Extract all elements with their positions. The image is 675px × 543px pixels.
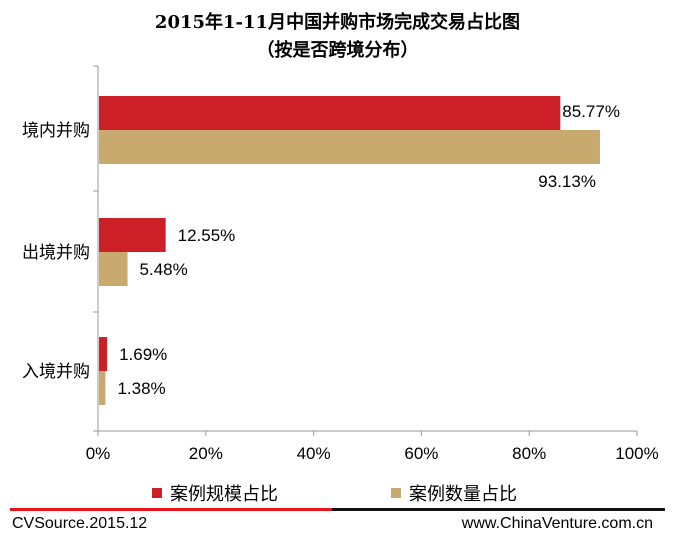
bar-scale — [99, 337, 108, 371]
x-tick-label: 0% — [86, 444, 111, 463]
legend-swatch-count — [391, 488, 401, 498]
data-label: 93.13% — [538, 172, 596, 191]
x-tick-label: 100% — [615, 444, 658, 463]
chart-subtitle: （按是否跨境分布） — [256, 40, 419, 61]
bar-count — [99, 252, 128, 286]
y-category-label: 出境并购 — [22, 243, 90, 263]
data-label: 1.38% — [117, 379, 165, 398]
bar-scale — [99, 218, 166, 252]
footer-divider-black — [332, 508, 665, 511]
x-tick-label: 80% — [512, 444, 546, 463]
x-tick-label: 60% — [404, 444, 438, 463]
y-category-label: 境内并购 — [22, 121, 90, 141]
legend-label-scale: 案例规模占比 — [170, 484, 278, 505]
data-label: 12.55% — [178, 226, 236, 245]
legend-swatch-scale — [152, 488, 162, 498]
data-label: 85.77% — [562, 102, 620, 121]
bar-count — [99, 130, 600, 164]
x-tick-label: 20% — [189, 444, 223, 463]
x-tick-label: 40% — [297, 444, 331, 463]
data-label: 1.69% — [119, 345, 167, 364]
legend-label-count: 案例数量占比 — [409, 484, 517, 505]
legend-item-count: 案例数量占比 — [391, 480, 517, 506]
footer-divider-red — [10, 508, 332, 511]
bar-scale — [99, 96, 561, 130]
chart-title: 2015年1-11月中国并购市场完成交易占比图 — [154, 12, 521, 33]
website-link[interactable]: www.ChinaVenture.com.cn — [461, 515, 653, 532]
data-label: 5.48% — [140, 260, 188, 279]
y-category-label: 入境并购 — [22, 362, 90, 382]
source-text: CVSource.2015.12 — [12, 515, 148, 532]
bar-count — [99, 371, 106, 405]
legend-item-scale: 案例规模占比 — [152, 480, 278, 506]
